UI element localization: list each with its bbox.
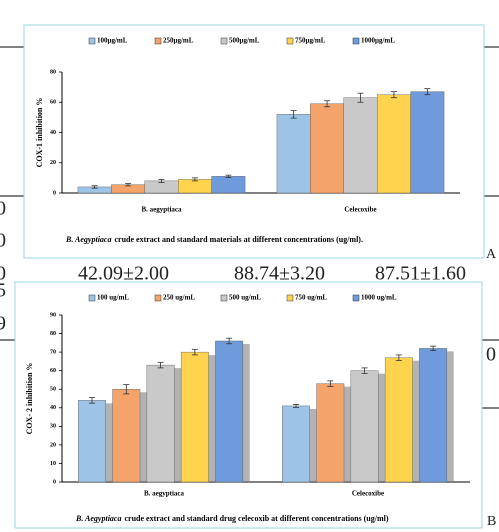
error-bar: [191, 177, 198, 182]
bar: [419, 348, 448, 483]
error-bar: [158, 178, 165, 183]
bar: [350, 370, 379, 483]
legend-swatch: [154, 37, 162, 45]
caption-italic: B. Aegyptiaca: [75, 514, 121, 523]
legend-label: 750μg/mL: [295, 37, 326, 45]
doc-text: 5: [0, 280, 6, 302]
y-tick-label: 60: [50, 368, 56, 374]
legend-label: 500 ug/mL: [229, 294, 261, 302]
legend-swatch: [352, 37, 360, 45]
legend-swatch: [352, 294, 360, 302]
y-tick-label: 40: [50, 130, 56, 136]
y-tick-label: 80: [50, 69, 56, 75]
doc-text: 88.74±3.20: [234, 263, 325, 285]
legend-swatch: [88, 37, 96, 45]
legend-swatch: [220, 37, 228, 45]
legend-label: 100 ug/mL: [97, 294, 129, 302]
bar: [146, 364, 175, 483]
bar: [112, 389, 141, 483]
bar: [276, 114, 311, 194]
y-tick-label: 90: [50, 312, 56, 318]
y-axis-label: COX- 2 inhibition %: [25, 363, 34, 435]
legend-label: 250μg/mL: [163, 37, 194, 45]
bar: [316, 383, 345, 483]
error-bar: [125, 183, 132, 187]
error-bar: [424, 88, 431, 96]
y-tick-label: 10: [50, 461, 56, 467]
bar: [180, 351, 209, 483]
legend-label: 100μg/mL: [97, 37, 128, 45]
x-tick-label: B. aegyptiaca: [144, 490, 185, 498]
bar: [282, 405, 310, 483]
doc-text: 0: [486, 344, 496, 366]
y-tick-label: 40: [50, 405, 56, 411]
doc-text: 9: [0, 313, 6, 335]
y-tick-label: 80: [50, 331, 56, 337]
bar: [410, 91, 445, 194]
error-bar: [395, 354, 402, 361]
error-bar: [226, 337, 233, 345]
doc-text: 0: [0, 198, 6, 220]
y-tick-label: 0: [53, 190, 56, 196]
error-bar: [290, 110, 297, 119]
error-bar: [324, 100, 331, 108]
caption: B. Aegyptiaca crude extract and standard …: [65, 235, 363, 244]
legend-swatch: [154, 294, 162, 302]
y-tick-label: 70: [50, 349, 56, 355]
error-bar: [430, 345, 437, 352]
error-bar: [293, 404, 300, 408]
bar: [384, 357, 413, 483]
bar: [178, 179, 212, 194]
legend-label: 500μg/mL: [229, 37, 260, 45]
legend-swatch: [286, 37, 294, 45]
doc-text: 0: [0, 263, 6, 285]
y-tick-label: 50: [50, 387, 56, 393]
error-bar: [91, 185, 98, 189]
x-tick-label: B. aegyptiaca: [141, 206, 182, 214]
bar: [343, 97, 378, 194]
error-bar: [327, 380, 334, 387]
x-tick-label: Celecoxibe: [344, 206, 376, 214]
legend-swatch: [220, 294, 228, 302]
caption: B. Aegyptiaca crude extract and standard …: [75, 514, 389, 523]
error-bar: [225, 174, 232, 178]
error-bar: [123, 384, 130, 395]
y-axis-label: COX-1 inhibition %: [35, 98, 44, 168]
y-tick-label: 60: [50, 100, 56, 106]
legend-swatch: [286, 294, 294, 302]
legend-swatch: [88, 294, 96, 302]
legend-label: 1000 ug/mL: [361, 294, 397, 302]
error-bar: [361, 367, 368, 374]
caption-text: crude extract and standard drug celecoxi…: [124, 514, 388, 523]
doc-text: 42.09±2.00: [78, 263, 169, 285]
bar: [215, 340, 244, 483]
caption-italic: B. Aegyptiaca: [65, 235, 111, 244]
y-tick-label: 20: [50, 160, 56, 166]
error-bar: [357, 92, 364, 103]
error-bar: [157, 361, 164, 369]
bar: [310, 103, 344, 194]
doc-text: 87.51±1.60: [375, 263, 466, 285]
bar: [78, 400, 106, 483]
error-bar: [390, 91, 397, 99]
doc-text: A: [486, 247, 497, 262]
bar: [377, 94, 411, 194]
y-tick-label: 30: [50, 424, 56, 430]
legend-label: 250 ug/mL: [163, 294, 195, 302]
legend-label: 750 ug/mL: [295, 294, 327, 302]
doc-text: B: [487, 514, 496, 529]
y-tick-label: 0: [53, 479, 56, 485]
y-tick-label: 20: [50, 442, 56, 448]
error-bar: [191, 348, 198, 356]
bar: [211, 176, 246, 194]
document-background: 0 0 0 42.09±2.00 88.74±3.20 87.51±1.60 5…: [0, 46, 499, 529]
doc-text: 0: [0, 230, 6, 252]
x-tick-label: Celecoxibe: [352, 490, 384, 498]
legend-label: 1000μg/mL: [361, 37, 395, 45]
error-bar: [89, 397, 96, 404]
caption-text: crude extract and standard materials at …: [114, 235, 362, 244]
